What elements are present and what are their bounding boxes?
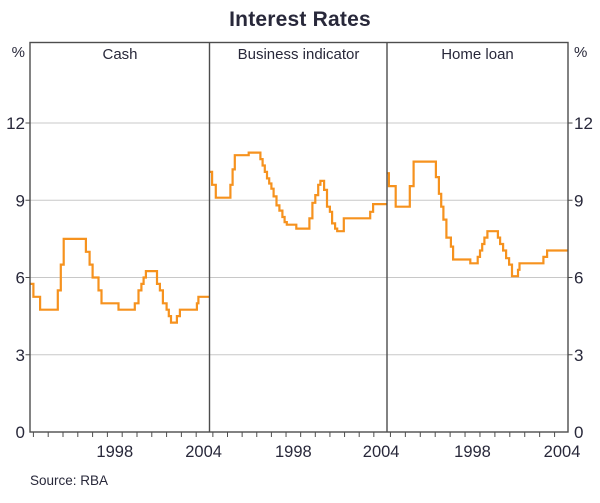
panel-label-business-indicator: Business indicator bbox=[237, 46, 360, 63]
source-note: Source: RBA bbox=[30, 473, 109, 488]
series-line-home-loan bbox=[387, 160, 568, 278]
x-axis-label: 1998 bbox=[454, 443, 491, 461]
y-axis-label-left: 3 bbox=[16, 346, 25, 365]
panel-label-cash: Cash bbox=[102, 46, 138, 63]
y-axis-label-left: 0 bbox=[16, 423, 25, 442]
plot-frame bbox=[29, 41, 569, 433]
y-axis-label-right: 6 bbox=[574, 269, 583, 288]
x-axis-label: 1998 bbox=[275, 443, 312, 461]
chart-title: Interest Rates bbox=[229, 8, 371, 31]
y-axis-label-right: 9 bbox=[574, 191, 583, 210]
x-axis-label: 2004 bbox=[185, 443, 222, 461]
panel-label-home-loan: Home loan bbox=[441, 46, 514, 63]
x-axis-label: 1998 bbox=[96, 443, 133, 461]
y-axis-label-left: 9 bbox=[16, 191, 25, 210]
series-line-business-indicator bbox=[209, 151, 387, 233]
percent-symbol-right: % bbox=[574, 44, 587, 61]
percent-symbol-left: % bbox=[12, 44, 25, 61]
y-axis-label-left: 12 bbox=[6, 114, 25, 133]
y-axis-label-left: 6 bbox=[16, 269, 25, 288]
x-axis-label: 2004 bbox=[544, 443, 581, 461]
y-axis-label-right: 12 bbox=[574, 114, 593, 133]
series-line-cash bbox=[30, 237, 210, 324]
y-axis-label-right: 0 bbox=[574, 423, 583, 442]
x-axis-label: 2004 bbox=[363, 443, 400, 461]
y-axis-label-right: 3 bbox=[574, 346, 583, 365]
